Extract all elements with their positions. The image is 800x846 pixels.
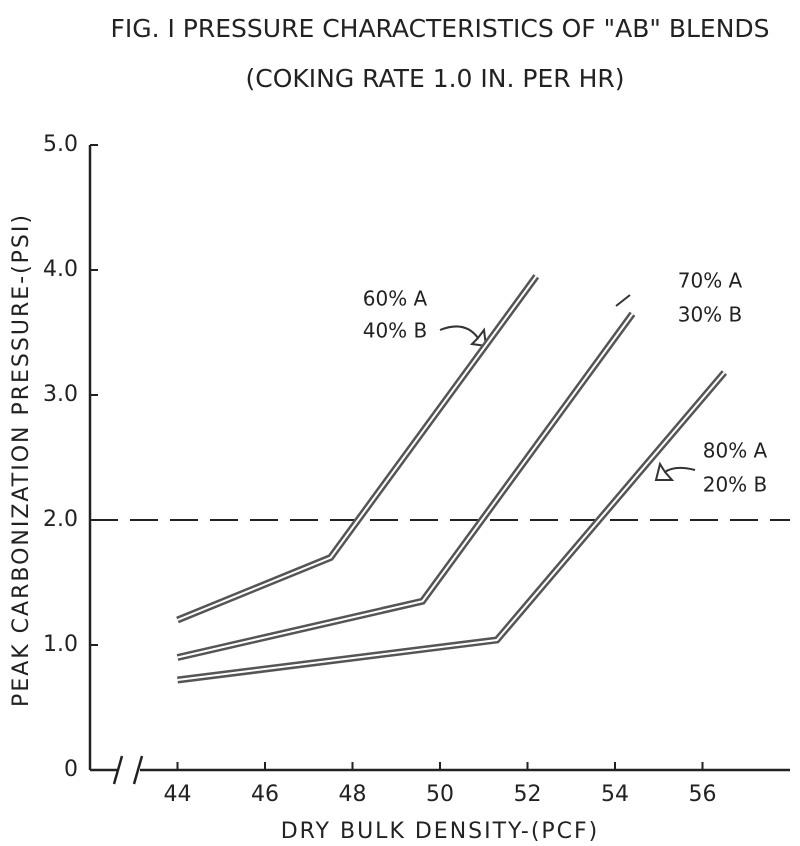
x-axis-label: DRY BULK DENSITY-(PCF) [281,819,600,844]
series-label: 30% B [678,303,743,327]
series-label: 60% A [363,287,428,311]
series-line-inner [177,371,726,681]
y-tick-label: 4.0 [43,257,78,282]
x-tick-label: 48 [339,782,367,807]
x-tick-label: 52 [514,782,542,807]
x-tick-label: 44 [164,782,192,807]
series-label: 20% B [703,473,768,497]
y-axis-label: PEAK CARBONIZATION PRESSURE-(PSI) [9,213,34,707]
y-tick-label: 3.0 [43,382,78,407]
series-line-inner [177,275,538,621]
y-tick-label: 5.0 [43,132,78,157]
series-label: 40% B [363,319,428,343]
x-tick-label: 56 [689,782,717,807]
series-label: 80% A [703,439,768,463]
series-line-inner [177,313,634,659]
series-line [177,370,728,684]
x-tick-label: 46 [251,782,279,807]
series-label: 70% A [678,269,743,293]
x-tick-label: 54 [601,782,629,807]
chart-title: FIG. I PRESSURE CHARACTERISTICS OF "AB" … [110,14,769,43]
y-tick-label: 2.0 [43,507,78,532]
series-line [176,274,540,624]
y-tick-label: 0 [64,757,78,782]
y-tick-label: 1.0 [43,632,78,657]
chart-subtitle: (COKING RATE 1.0 IN. PER HR) [246,64,625,93]
axes [88,145,790,785]
x-tick-label: 50 [426,782,454,807]
